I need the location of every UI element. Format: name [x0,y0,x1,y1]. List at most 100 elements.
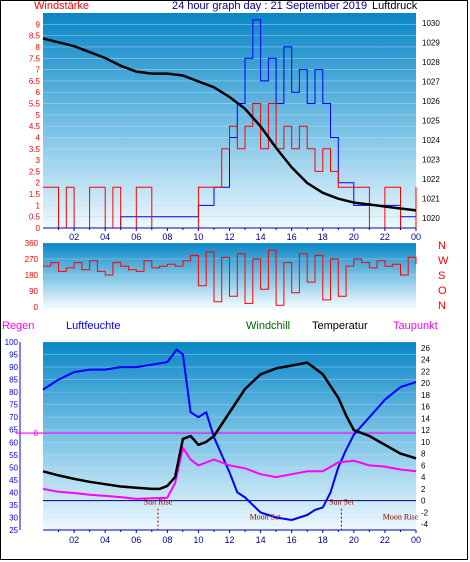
humidity-axis-title: Luftfeuchte [66,320,121,332]
wind-x-tick-label: 14 [256,232,266,242]
wind-tick-label: 2.5 [29,167,41,176]
humidity-tick-label: 85 [9,376,18,385]
pressure-tick-label: 1026 [422,97,440,106]
humidity-tick-label: 60 [9,438,18,447]
wind-direction-series [43,249,417,306]
temp-x-tick-label: 08 [162,535,172,545]
wind-tick-label: 7.5 [29,54,41,63]
wind-axis-title: Windstärke [34,0,90,12]
humidity-series [42,348,417,521]
temp-x-tick-label: 20 [349,535,359,545]
temperature-tick-label: 16 [421,403,430,412]
temp-x-tick-label: 00 [411,535,421,545]
wind-tick-label: 9 [36,20,41,29]
temperature-tick-label: 18 [421,391,430,400]
temperature-tick-label: 4 [421,473,426,482]
wind-tick-label: 4 [36,133,41,142]
temp-x-tick-label: 14 [256,535,266,545]
temp-x-tick-label: 10 [193,535,203,545]
wind-x-tick-label: 02 [69,232,79,242]
humidity-tick-label: 30 [9,513,18,522]
pressure-tick-label: 1020 [422,214,440,223]
humidity-tick-label: 45 [9,476,18,485]
event-label: Moon Rise [383,513,419,522]
pressure-tick-label: 1029 [422,38,440,47]
pressure-tick-label: 1022 [422,175,440,184]
wind-tick-label: 8.5 [29,32,41,41]
direction-compass-label: N [438,300,446,312]
wind-x-tick-label: 20 [349,232,359,242]
temperature-tick-label: 10 [421,438,430,447]
humidity-tick-label: 95 [9,351,18,360]
wind-tick-label: 7 [36,66,41,75]
wind-tick-label: 0 [36,224,41,233]
wind-tick-label: 3 [36,156,41,165]
temperature-tick-label: 0 [421,497,426,506]
pressure-series [42,37,417,212]
temperature-tick-label: 24 [421,356,430,365]
wind-x-tick-label: 22 [380,232,390,242]
humidity-tick-label: 65 [9,426,18,435]
wind-tick-label: 6 [36,88,41,97]
event-label: Sun Set [329,498,354,507]
temperature-tick-label: 8 [421,450,426,459]
humidity-tick-label: 70 [9,413,18,422]
rain-zero-label: 0 [34,429,39,438]
event-label: Sun Rise [144,498,173,507]
temperature-tick-label: 20 [421,379,430,388]
temperature-tick-label: 26 [421,344,430,353]
rain-axis-title: Regen [2,320,35,332]
temperature-tick-label: -4 [421,520,429,529]
temperature-tick-label: 2 [421,485,426,494]
wind-tick-label: 3.5 [29,145,41,154]
wind-x-tick-label: 10 [193,232,203,242]
direction-tick-label: 270 [25,255,39,264]
wind-tick-label: 0.5 [29,213,41,222]
pressure-tick-label: 1027 [422,77,440,86]
temperature-tick-label: 6 [421,461,426,470]
wind-x-tick-label: 00 [411,232,421,242]
humidity-tick-label: 75 [9,401,18,410]
humidity-tick-label: 40 [9,488,18,497]
event-label: Moon Set [250,513,282,522]
pressure-axis-title: Luftdruck [372,0,418,12]
temp-x-tick-label: 22 [380,535,390,545]
dewpoint-legend: Taupunkt [393,320,438,332]
temp-x-tick-label: 18 [318,535,328,545]
direction-tick-label: 180 [25,271,39,280]
temp-x-tick-label: 02 [69,535,79,545]
humidity-tick-label: 25 [9,526,18,535]
temp-x-tick-label: 06 [131,535,141,545]
wind-tick-label: 5 [36,111,41,120]
humidity-tick-label: 35 [9,501,18,510]
wind-x-tick-label: 16 [287,232,297,242]
wind-x-tick-label: 12 [224,232,234,242]
temperature-series [42,361,417,491]
pressure-tick-label: 1024 [422,136,440,145]
temperature-tick-label: 14 [421,414,430,423]
direction-compass-label: O [438,285,447,297]
pressure-tick-label: 1025 [422,117,440,126]
wind-tick-label: 8 [36,43,41,52]
temp-x-tick-label: 16 [287,535,297,545]
direction-compass-label: N [438,240,446,252]
humidity-tick-label: 80 [9,388,18,397]
pressure-tick-label: 1028 [422,58,440,67]
wind-x-tick-label: 18 [318,232,328,242]
wind-x-tick-label: 04 [100,232,110,242]
temperature-tick-label: -2 [421,508,429,517]
wind-tick-label: 1.5 [29,190,41,199]
chart-title: 24 hour graph day : 21 September 2019 [172,0,368,12]
temperature-legend: Temperatur [312,320,368,332]
humidity-tick-label: 50 [9,463,18,472]
wind-tick-label: 1 [36,201,41,210]
wind-x-tick-label: 06 [131,232,141,242]
direction-tick-label: 0 [34,303,39,312]
direction-tick-label: 360 [25,239,39,248]
wind-tick-label: 2 [36,179,41,188]
direction-compass-label: S [438,270,445,282]
temperature-tick-label: 12 [421,426,430,435]
wind-pressure-plot-area [43,13,416,228]
dewpoint-series [42,446,417,500]
